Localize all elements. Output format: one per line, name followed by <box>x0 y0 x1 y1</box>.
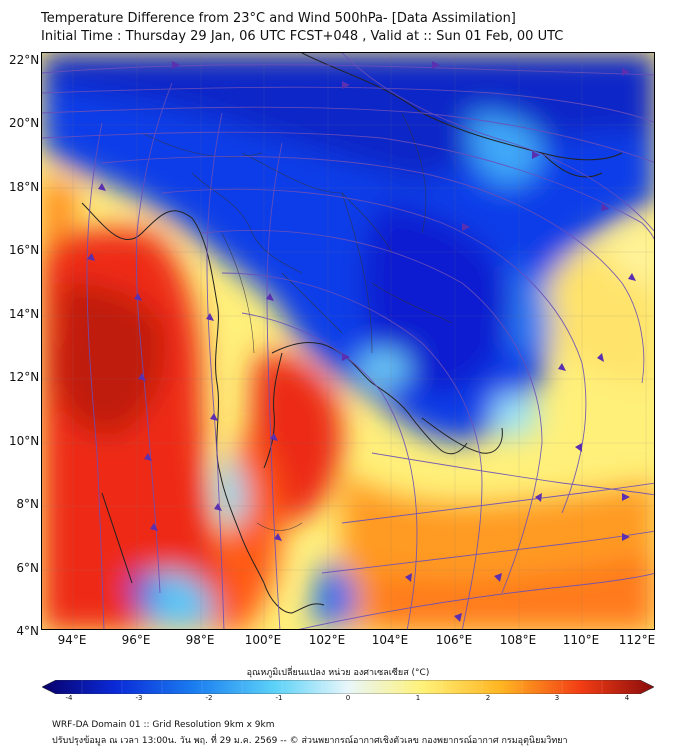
lon-label-102: 102°E <box>308 633 346 647</box>
lat-label-20: 20°N <box>9 116 40 130</box>
temperature-field <box>42 53 654 629</box>
colorbar-tick: 1 <box>415 694 421 702</box>
lat-label-10: 10°N <box>9 434 40 448</box>
colorbar-tick: 2 <box>485 694 491 702</box>
lat-label-12: 12°N <box>9 370 40 384</box>
lon-label-108: 108°E <box>499 633 537 647</box>
chart-title: Temperature Difference from 23°C and Win… <box>41 11 516 26</box>
wind-streamlines <box>42 53 654 629</box>
colorbar-tick: 0 <box>345 694 351 702</box>
lat-label-22: 22°N <box>9 53 40 67</box>
lon-label-106: 106°E <box>435 633 473 647</box>
lat-label-14: 14°N <box>9 307 40 321</box>
colorbar-tick: -1 <box>275 694 283 702</box>
lat-label-8: 8°N <box>16 497 39 511</box>
colorbar-tick: -3 <box>135 694 143 702</box>
update-credit: ปรับปรุงข้อมูล ณ เวลา 13:00น. วัน พฤ. ที… <box>52 736 568 746</box>
lon-label-98: 98°E <box>185 633 215 647</box>
coastlines <box>81 53 623 614</box>
model-info: WRF-DA Domain 01 :: Grid Resolution 9km … <box>52 720 275 730</box>
lon-label-100: 100°E <box>244 633 282 647</box>
lon-label-112: 112°E <box>618 633 656 647</box>
colorbar-tick: 3 <box>554 694 560 702</box>
lat-label-16: 16°N <box>9 243 40 257</box>
chart-subtitle: Initial Time : Thursday 29 Jan, 06 UTC F… <box>41 29 564 44</box>
lon-label-96: 96°E <box>121 633 151 647</box>
temperature-map <box>42 53 654 629</box>
colorbar-tick: -2 <box>205 694 213 702</box>
wind-arrows <box>87 61 636 622</box>
colorbar-title: อุณหภูมิเปลี่ยนแปลง หน่วย องศาเซลเซียส (… <box>246 668 430 678</box>
lat-label-6: 6°N <box>16 561 39 575</box>
lon-label-94: 94°E <box>57 633 87 647</box>
lon-label-104: 104°E <box>371 633 409 647</box>
colorbar-graphic <box>41 679 655 695</box>
lat-label-4: 4°N <box>16 624 39 638</box>
map-panel[interactable] <box>41 52 655 630</box>
graticule <box>42 53 654 629</box>
colorbar-tick: -4 <box>65 694 73 702</box>
lat-label-18: 18°N <box>9 180 40 194</box>
lon-label-110: 110°E <box>562 633 600 647</box>
colorbar <box>41 679 655 695</box>
colorbar-tick: 4 <box>624 694 630 702</box>
